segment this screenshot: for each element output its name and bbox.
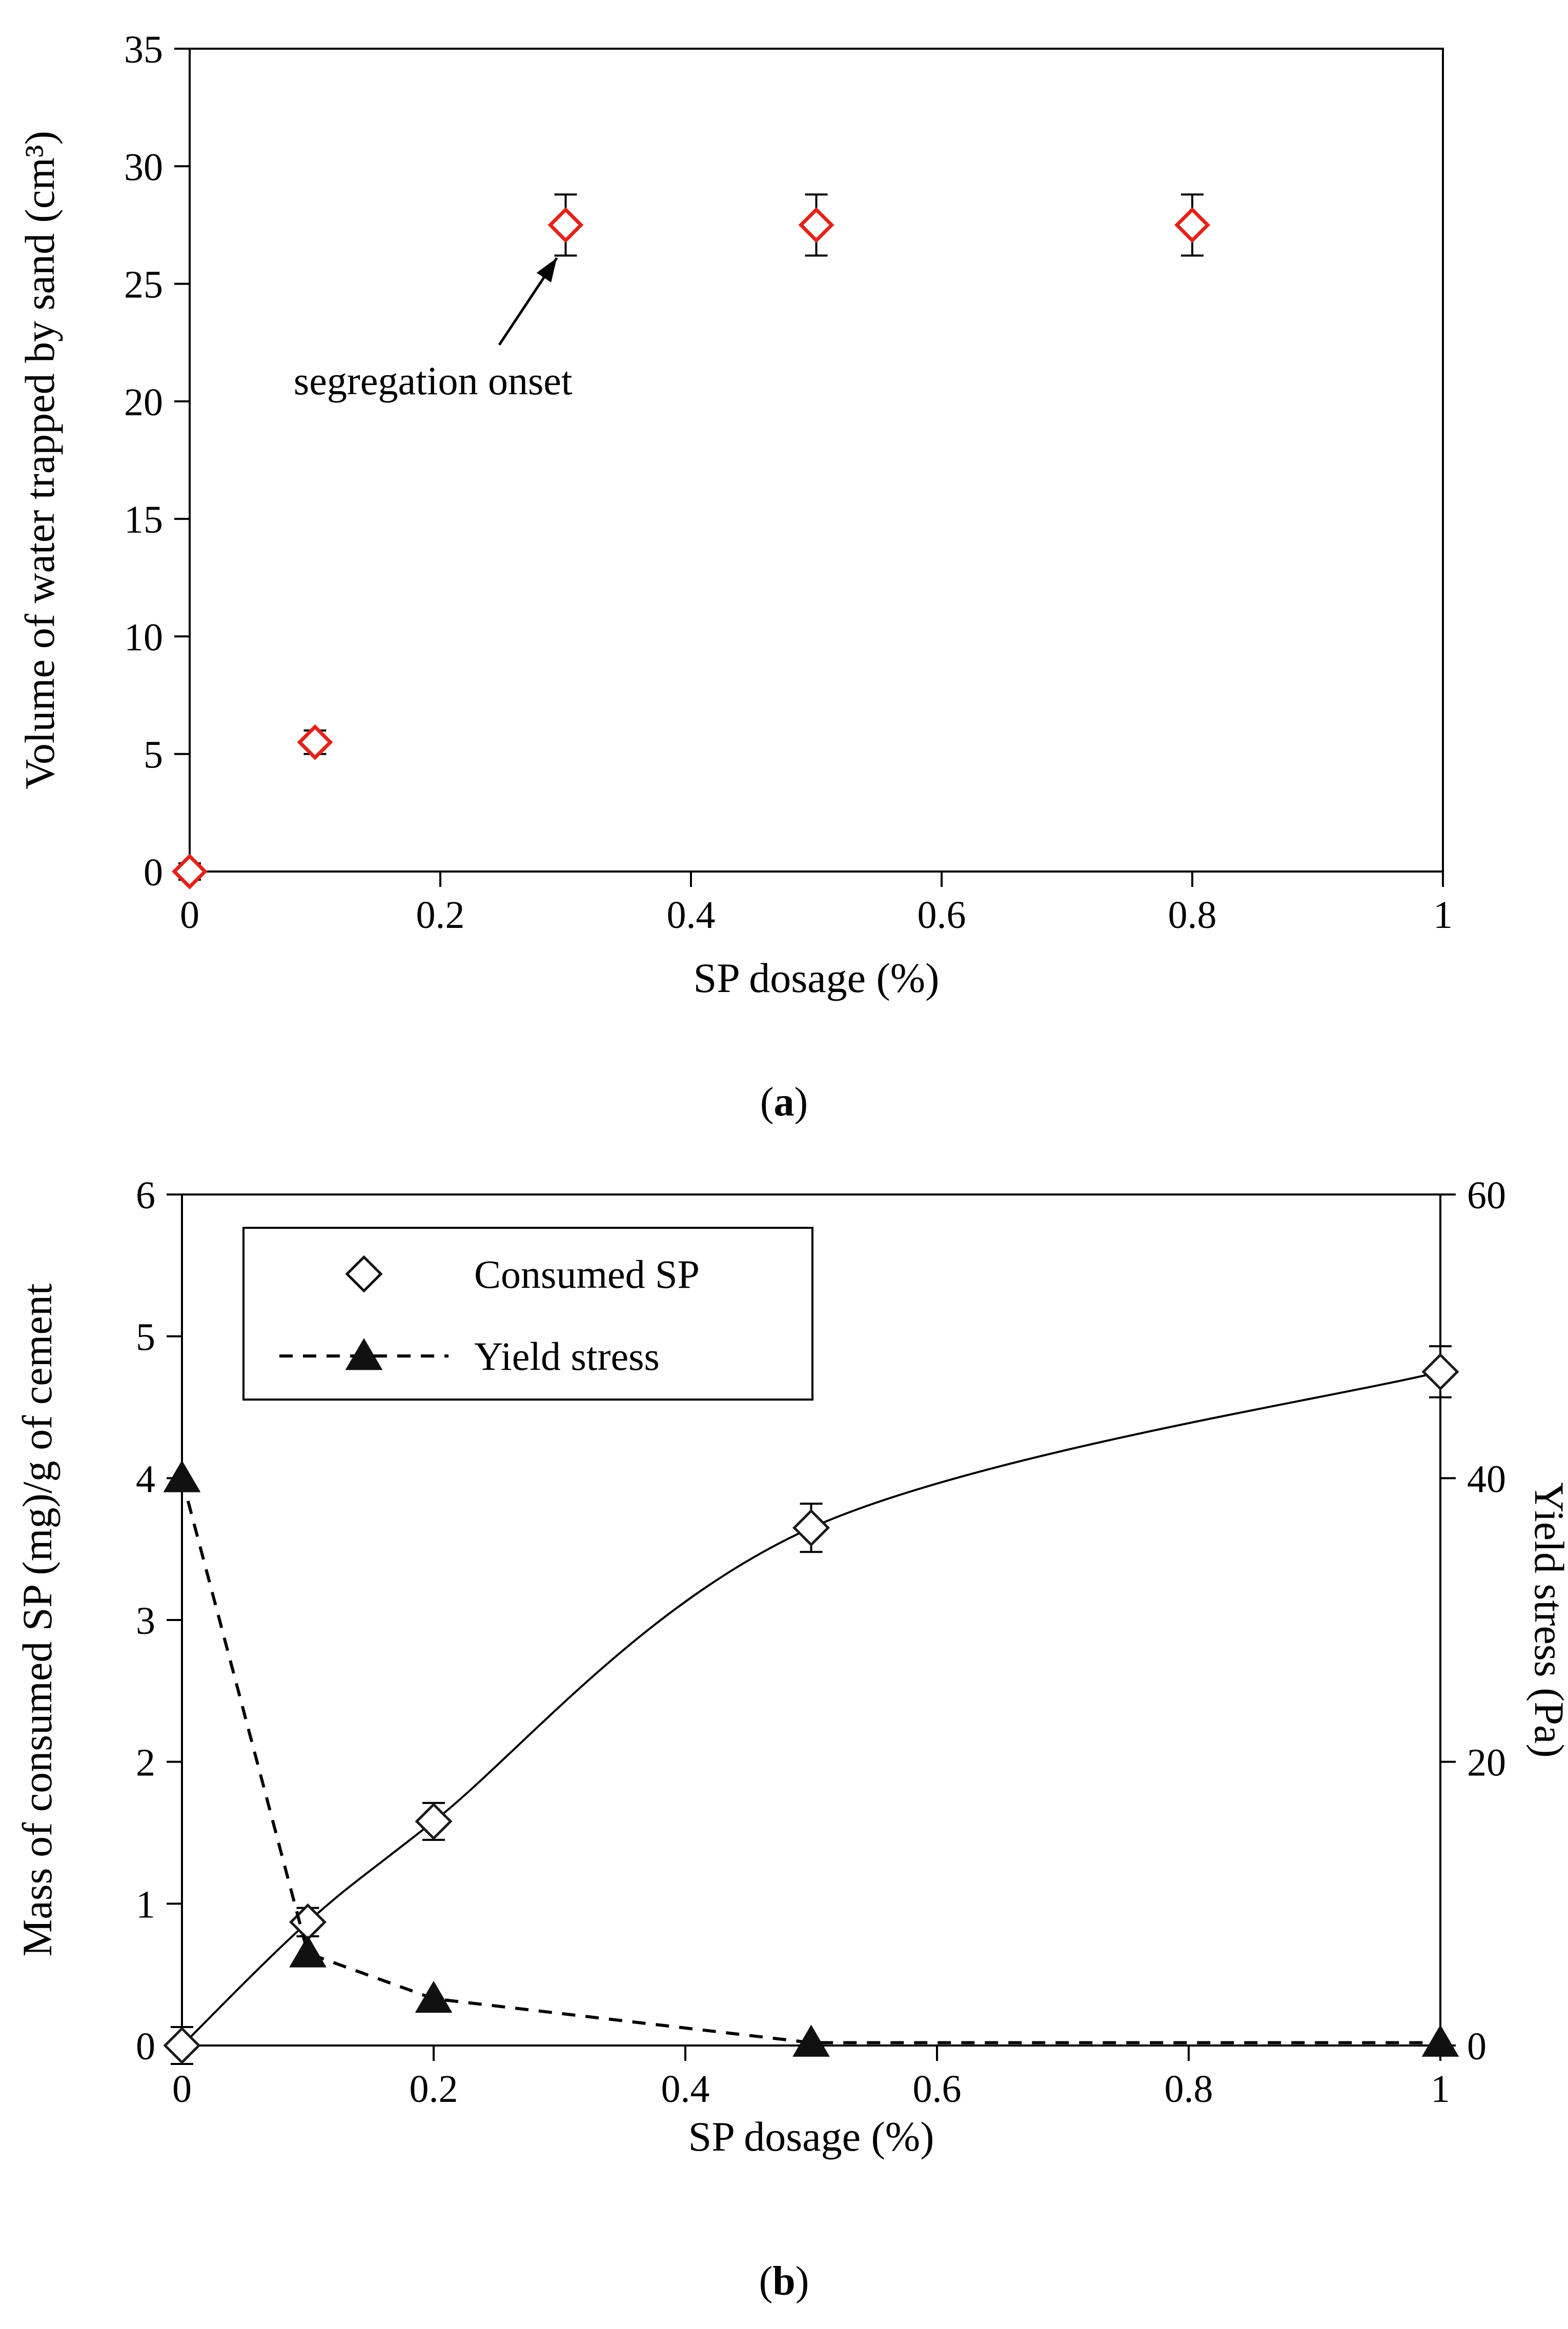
svg-text:Volume of water trapped by san: Volume of water trapped by sand (cm³) [16,131,63,789]
svg-text:0: 0 [172,2068,192,2111]
svg-text:0: 0 [1467,2025,1486,2068]
svg-text:0.8: 0.8 [1165,2068,1213,2111]
svg-text:20: 20 [1467,1741,1506,1785]
svg-text:Mass of consumed SP (mg)/g of: Mass of consumed SP (mg)/g of cement [14,1283,60,1957]
caption-a-letter: a [773,1080,795,1125]
svg-text:0.6: 0.6 [918,894,966,937]
caption-a-open: ( [760,1080,774,1125]
svg-text:Yield stress: Yield stress [474,1334,660,1379]
svg-text:20: 20 [124,381,163,424]
svg-text:0.8: 0.8 [1168,894,1217,937]
chart-b-series-yield-stress [163,1460,1459,2057]
svg-text:10: 10 [124,616,163,659]
svg-text:3: 3 [136,1599,155,1643]
svg-text:4: 4 [136,1457,155,1501]
svg-text:30: 30 [124,146,163,189]
chart-b-legend: Consumed SP Yield stress [242,1227,813,1401]
svg-text:0.4: 0.4 [667,894,716,937]
svg-text:1: 1 [1433,894,1453,937]
svg-text:35: 35 [124,28,163,71]
svg-text:0: 0 [144,851,163,894]
caption-a-close: ) [794,1080,808,1125]
caption-a: (a) [0,1071,1568,1133]
svg-text:40: 40 [1467,1457,1506,1501]
svg-text:SP dosage (%): SP dosage (%) [694,955,940,1001]
svg-text:Consumed SP: Consumed SP [474,1252,700,1297]
svg-text:0: 0 [136,2025,155,2068]
caption-b: (b) [0,2251,1568,2312]
chart-b-series-consumed-sp [163,1345,1459,2065]
svg-text:0: 0 [180,894,199,937]
svg-text:0.6: 0.6 [913,2068,962,2111]
svg-text:1: 1 [136,1883,155,1926]
svg-text:5: 5 [136,1316,155,1359]
svg-text:5: 5 [144,734,163,777]
caption-b-letter: b [772,2259,796,2304]
svg-text:SP dosage (%): SP dosage (%) [688,2113,934,2160]
svg-text:0.4: 0.4 [661,2068,710,2111]
chart-a-annotation: segregation onset [294,257,573,403]
caption-b-open: ( [759,2259,773,2304]
svg-text:6: 6 [136,1174,155,1217]
svg-text:0.2: 0.2 [416,894,465,937]
svg-text:2: 2 [136,1741,155,1785]
svg-text:segregation onset: segregation onset [294,358,573,403]
chart-a-series-volume-of-trapped-water [172,193,1210,889]
caption-b-close: ) [795,2259,809,2304]
svg-text:0.2: 0.2 [410,2068,458,2111]
svg-text:25: 25 [124,264,163,307]
svg-text:Yield stress (Pa): Yield stress (Pa) [1526,1482,1568,1757]
svg-text:60: 60 [1467,1174,1506,1217]
svg-text:15: 15 [124,498,163,541]
svg-text:1: 1 [1431,2068,1450,2111]
